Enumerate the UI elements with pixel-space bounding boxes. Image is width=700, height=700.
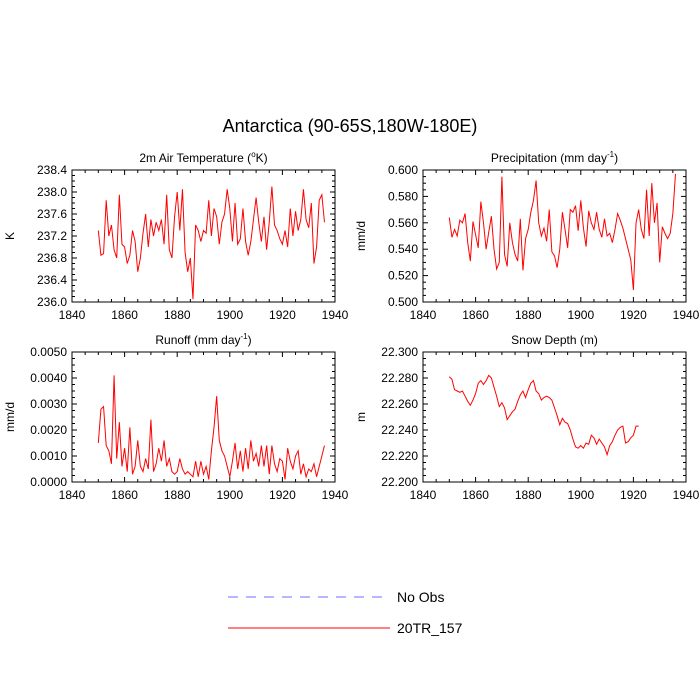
x-tick-label: 1880 bbox=[515, 488, 542, 502]
y-tick-label: 236.8 bbox=[37, 251, 67, 265]
x-tick-label: 1940 bbox=[673, 308, 700, 322]
panel-title-main: Runoff (mm day bbox=[155, 333, 240, 347]
series-line bbox=[448, 173, 676, 291]
x-tick-label: 1900 bbox=[216, 308, 243, 322]
chart-panel-4: Snow Depth (m) 1840 1860 1880 1900 1920 1940 22… bbox=[354, 333, 700, 502]
panel-title-main: Snow Depth (m) bbox=[511, 333, 598, 347]
x-tick-label: 1900 bbox=[567, 488, 594, 502]
x-tick-label: 1840 bbox=[59, 488, 86, 502]
x-tick-label: 1900 bbox=[216, 488, 243, 502]
panel-title-superscript: o bbox=[251, 150, 256, 159]
x-tick-label: 1920 bbox=[620, 308, 647, 322]
series-line bbox=[448, 374, 639, 457]
y-tick-label: 22.280 bbox=[381, 371, 418, 385]
panel-title-tail: ) bbox=[248, 333, 252, 347]
y-tick-label: 22.220 bbox=[381, 449, 418, 463]
panel-title: Precipitation (mm day-1) bbox=[491, 150, 618, 165]
chart-panel-2: Precipitation (mm day-1) 1840 1860 1880 1900… bbox=[354, 150, 700, 322]
chart-panel-1: 2m Air Temperature (oK) 1840 1860 1880 1900 1… bbox=[3, 150, 349, 322]
y-tick-label: 0.0040 bbox=[30, 371, 67, 385]
x-tick-label: 1860 bbox=[462, 488, 489, 502]
y-tick-label: 0.540 bbox=[388, 242, 418, 256]
x-tick-label: 1860 bbox=[111, 488, 138, 502]
x-tick-label: 1840 bbox=[410, 488, 437, 502]
x-tick-label: 1920 bbox=[269, 488, 296, 502]
y-axis-label: mm/d bbox=[354, 221, 368, 251]
panel-title-superscript: -1 bbox=[241, 332, 249, 341]
y-tick-label: 0.600 bbox=[388, 163, 418, 177]
y-tick-label: 22.240 bbox=[381, 423, 418, 437]
x-tick-label: 1920 bbox=[620, 488, 647, 502]
x-tick-label: 1860 bbox=[111, 308, 138, 322]
panel-title: 2m Air Temperature (oK) bbox=[139, 150, 267, 165]
legend: No Obs 20TR_157 bbox=[228, 589, 463, 636]
plot-frame bbox=[71, 169, 336, 303]
x-tick-label: 1840 bbox=[59, 308, 86, 322]
y-tick-label: 22.300 bbox=[381, 345, 418, 359]
legend-label: 20TR_157 bbox=[397, 620, 463, 636]
x-tick-label: 1940 bbox=[673, 488, 700, 502]
y-tick-label: 0.0010 bbox=[30, 449, 67, 463]
y-axis-label: mm/d bbox=[3, 402, 17, 432]
panel-title-superscript: -1 bbox=[607, 150, 615, 159]
x-tick-label: 1880 bbox=[164, 308, 191, 322]
panel-title-main: Precipitation (mm day bbox=[491, 151, 607, 165]
y-tick-label: 236.0 bbox=[37, 295, 67, 309]
y-tick-label: 0.560 bbox=[388, 216, 418, 230]
y-tick-label: 0.580 bbox=[388, 189, 418, 203]
x-tick-label: 1860 bbox=[462, 308, 489, 322]
y-tick-label: 0.500 bbox=[388, 295, 418, 309]
y-tick-label: 0.0000 bbox=[30, 475, 67, 489]
x-tick-label: 1880 bbox=[164, 488, 191, 502]
chart-panel-3: Runoff (mm day-1) 1840 1860 1880 1900 1920 194… bbox=[3, 332, 349, 502]
figure-title: Antarctica (90-65S,180W-180E) bbox=[222, 116, 478, 136]
y-tick-label: 22.200 bbox=[381, 475, 418, 489]
y-tick-label: 0.0020 bbox=[30, 423, 67, 437]
series-line bbox=[97, 186, 325, 300]
panel-title-main: 2m Air Temperature ( bbox=[139, 151, 251, 165]
y-tick-label: 0.0050 bbox=[30, 345, 67, 359]
panel-title-tail: ) bbox=[614, 151, 618, 165]
y-tick-label: 0.0030 bbox=[30, 397, 67, 411]
panel-title-tail: K) bbox=[256, 151, 268, 165]
y-tick-label: 22.260 bbox=[381, 397, 418, 411]
y-tick-label: 236.4 bbox=[37, 273, 67, 287]
x-tick-label: 1940 bbox=[322, 488, 349, 502]
y-tick-label: 237.2 bbox=[37, 229, 67, 243]
series-line bbox=[97, 375, 325, 480]
x-tick-label: 1900 bbox=[567, 308, 594, 322]
legend-label: No Obs bbox=[397, 589, 444, 605]
y-tick-label: 238.0 bbox=[37, 185, 67, 199]
x-tick-label: 1920 bbox=[269, 308, 296, 322]
panel-title: Snow Depth (m) bbox=[511, 333, 598, 347]
y-tick-label: 238.4 bbox=[37, 163, 67, 177]
y-axis-label: m bbox=[354, 412, 368, 422]
x-tick-label: 1940 bbox=[322, 308, 349, 322]
panel-title: Runoff (mm day-1) bbox=[155, 332, 251, 347]
plot-frame bbox=[422, 351, 687, 483]
x-tick-label: 1880 bbox=[515, 308, 542, 322]
y-tick-label: 237.6 bbox=[37, 207, 67, 221]
y-tick-label: 0.520 bbox=[388, 269, 418, 283]
x-tick-label: 1840 bbox=[410, 308, 437, 322]
y-axis-label: K bbox=[3, 232, 17, 240]
